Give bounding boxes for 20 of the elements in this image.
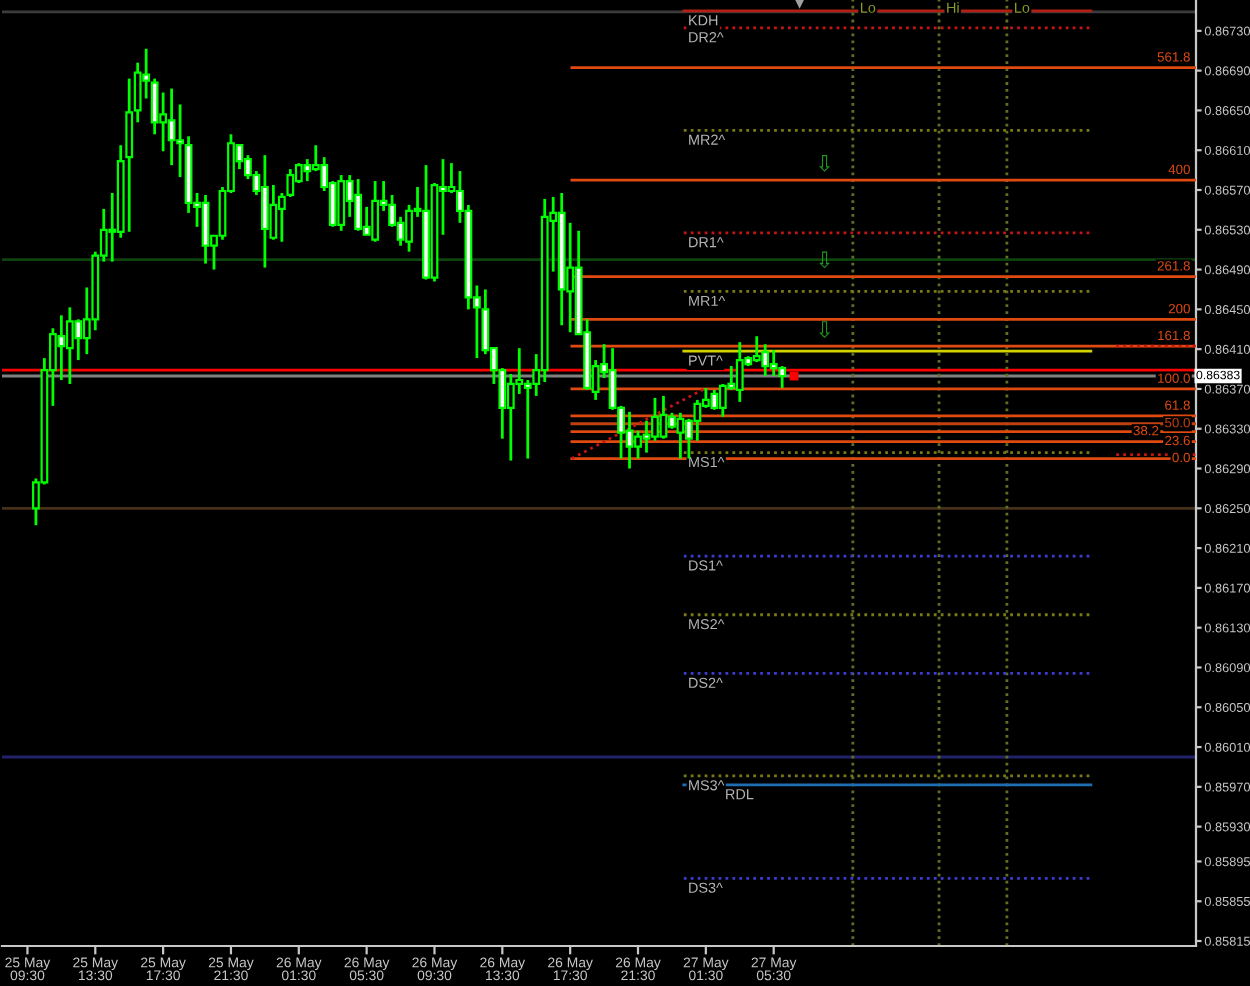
candlestick [625,410,634,470]
candlestick [57,313,66,382]
candlestick [735,340,744,404]
annotation: ⇩ [819,321,831,338]
candlestick [710,388,719,412]
annotation: ⇩ [819,251,831,269]
candlestick [74,317,83,362]
candlestick [676,411,685,460]
candlestick [371,179,380,244]
candlestick [634,429,642,460]
candlestick [761,342,770,378]
candlestick [260,153,269,269]
candlestick [659,394,668,441]
candlestick [201,193,210,265]
candlestick [642,419,651,454]
candlestick [752,334,761,364]
annotation: ⇩ [819,155,831,172]
candlestick [65,305,74,386]
candlestick [354,177,363,233]
candlestick [337,173,346,233]
